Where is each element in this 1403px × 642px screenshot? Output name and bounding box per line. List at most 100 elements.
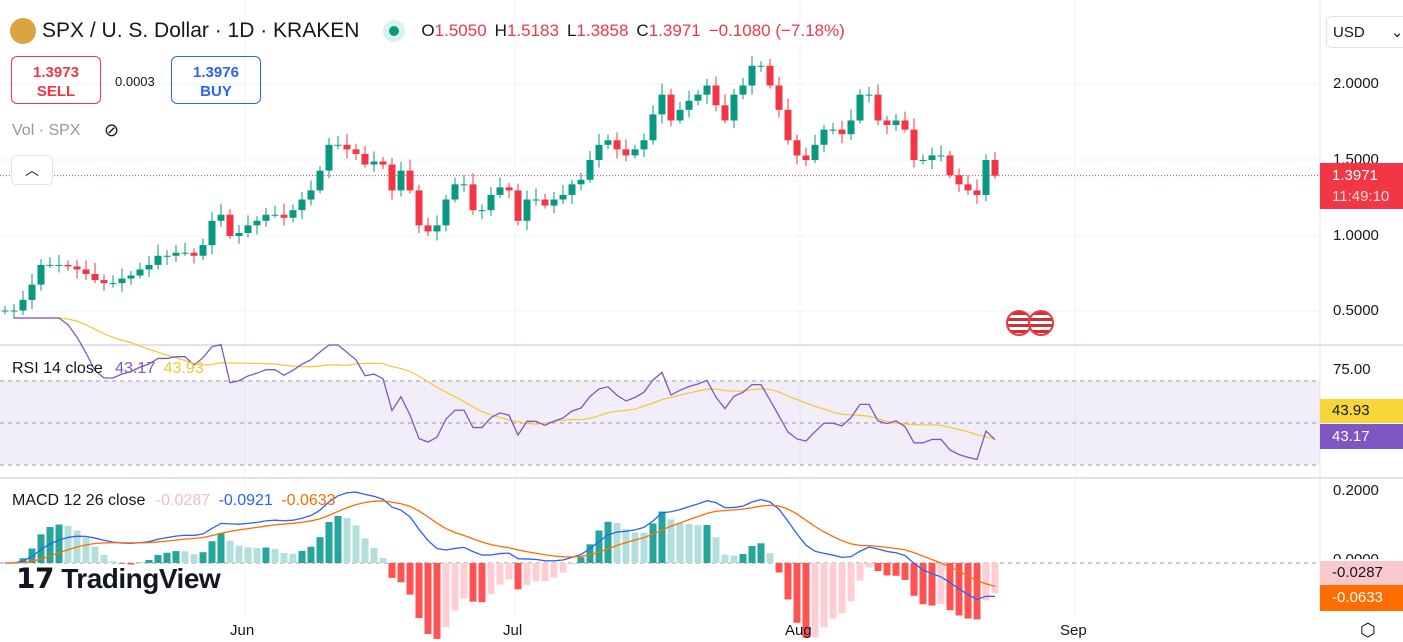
- macd-histogram-bar: [208, 541, 216, 563]
- candle-body: [505, 187, 513, 191]
- symbol-title[interactable]: SPX / U. S. Dollar · 1D · KRAKEN: [42, 19, 360, 42]
- macd-histogram-bar: [271, 548, 279, 563]
- candle-body: [901, 120, 909, 130]
- macd-histogram-bar: [199, 552, 207, 563]
- macd-histogram-bar: [946, 563, 954, 611]
- us-flag-event-icon[interactable]: [1006, 310, 1032, 336]
- candle-body: [577, 179, 585, 185]
- eye-hidden-icon[interactable]: ⊘: [104, 120, 120, 140]
- macd-histogram-bar: [613, 523, 621, 563]
- candle-body: [559, 194, 567, 200]
- macd-histogram-bar: [577, 557, 585, 563]
- rsi-label: RSI 14 close: [12, 360, 103, 377]
- macd-histogram-bar: [676, 522, 684, 563]
- tradingview-watermark[interactable]: 𝟭𝟳 TradingView: [16, 562, 221, 595]
- candle-body: [910, 129, 918, 160]
- rsi-line: [14, 317, 996, 461]
- candle-body: [766, 65, 774, 86]
- candle-body: [811, 144, 819, 160]
- candle-body: [190, 252, 198, 256]
- candle-body: [172, 252, 180, 256]
- candle-body: [181, 252, 189, 254]
- rsi-value: 43.17: [115, 360, 156, 377]
- volume-legend[interactable]: Vol · SPX: [12, 122, 81, 139]
- candle-body: [451, 184, 459, 200]
- macd-histogram-bar: [154, 554, 162, 563]
- macd-histogram-bar: [424, 563, 432, 635]
- candle-body: [370, 161, 378, 165]
- candle-body: [145, 264, 153, 270]
- macd-histogram-bar: [478, 563, 486, 603]
- time-tick: Sep: [1060, 622, 1087, 639]
- change-value: −0.1080 (−7.18%): [708, 21, 845, 40]
- macd-histogram-bar: [181, 551, 189, 563]
- candle-body: [226, 214, 234, 236]
- time-tick: Aug: [785, 622, 812, 639]
- macd-histogram-bar: [838, 563, 846, 614]
- candle-body: [91, 274, 99, 281]
- macd-histogram-bar: [469, 563, 477, 602]
- candle-body: [658, 94, 666, 115]
- macd-histogram-bar: [451, 563, 459, 611]
- macd-histogram-bar: [631, 532, 639, 563]
- macd-histogram-bar: [649, 523, 657, 563]
- candle-body: [262, 214, 270, 221]
- macd-histogram-bar: [91, 546, 99, 563]
- candle-body: [541, 199, 549, 206]
- macd-histogram-bar: [721, 554, 729, 563]
- candle-body: [865, 94, 873, 96]
- candle-body: [703, 85, 711, 95]
- candle-body: [802, 155, 810, 160]
- candle-body: [694, 94, 702, 101]
- macd-hist-value: -0.0287: [155, 492, 211, 509]
- rsi-legend[interactable]: RSI 14 close 43.17 43.93: [12, 360, 204, 378]
- open-label: O: [421, 21, 435, 40]
- candle-body: [10, 310, 18, 312]
- macd-line: [5, 491, 996, 601]
- macd-histogram-bar: [55, 524, 63, 563]
- candle-body: [964, 184, 972, 191]
- macd-histogram-bar: [442, 563, 450, 628]
- buy-button[interactable]: 1.3976 BUY: [171, 56, 261, 104]
- candle-body: [946, 155, 954, 176]
- sell-price: 1.3973: [33, 64, 79, 81]
- candle-body: [622, 149, 630, 156]
- macd-histogram-bar: [982, 563, 990, 601]
- candle-body: [586, 160, 594, 180]
- macd-histogram-bar: [991, 563, 999, 594]
- candle-body: [1, 310, 9, 312]
- macd-histogram-bar: [802, 563, 810, 638]
- candle-body: [82, 269, 90, 274]
- candle-body: [514, 190, 522, 221]
- candle-body: [127, 275, 135, 279]
- macd-histogram-bar: [505, 563, 513, 580]
- currency-select[interactable]: USD ⌄: [1326, 16, 1403, 48]
- us-flag-event-icon[interactable]: [1028, 310, 1054, 336]
- low-label: L: [566, 21, 577, 40]
- settings-icon[interactable]: ⬡: [1360, 620, 1376, 640]
- collapse-legend-button[interactable]: ︿: [11, 155, 53, 185]
- high-value: 1.5183: [506, 21, 559, 40]
- candle-body: [235, 232, 243, 236]
- macd-histogram-bar: [874, 563, 882, 571]
- close-label: C: [636, 21, 649, 40]
- candle-body: [73, 266, 81, 270]
- macd-legend[interactable]: MACD 12 26 close -0.0287 -0.0921 -0.0633: [12, 492, 336, 510]
- macd-histogram-bar: [865, 563, 873, 568]
- macd-histogram-bar: [496, 563, 504, 585]
- time-tick: Jun: [230, 622, 255, 639]
- macd-histogram-bar: [856, 563, 864, 581]
- candle-body: [442, 199, 450, 226]
- candle-body: [757, 65, 765, 67]
- macd-histogram-bar: [415, 563, 423, 619]
- macd-histogram-bar: [388, 563, 396, 578]
- tv-logo-icon: 𝟭𝟳: [16, 563, 62, 594]
- candle-body: [46, 264, 54, 266]
- sell-button[interactable]: 1.3973 SELL: [11, 56, 101, 104]
- candle-body: [955, 175, 963, 185]
- macd-label: MACD 12 26 close: [12, 492, 146, 509]
- macd-histogram-bar: [793, 563, 801, 623]
- macd-hist-tag: -0.0287: [1320, 561, 1403, 585]
- ohlc-values: O1.5050 H1.5183 L1.3858 C1.3971 −0.1080 …: [421, 21, 844, 41]
